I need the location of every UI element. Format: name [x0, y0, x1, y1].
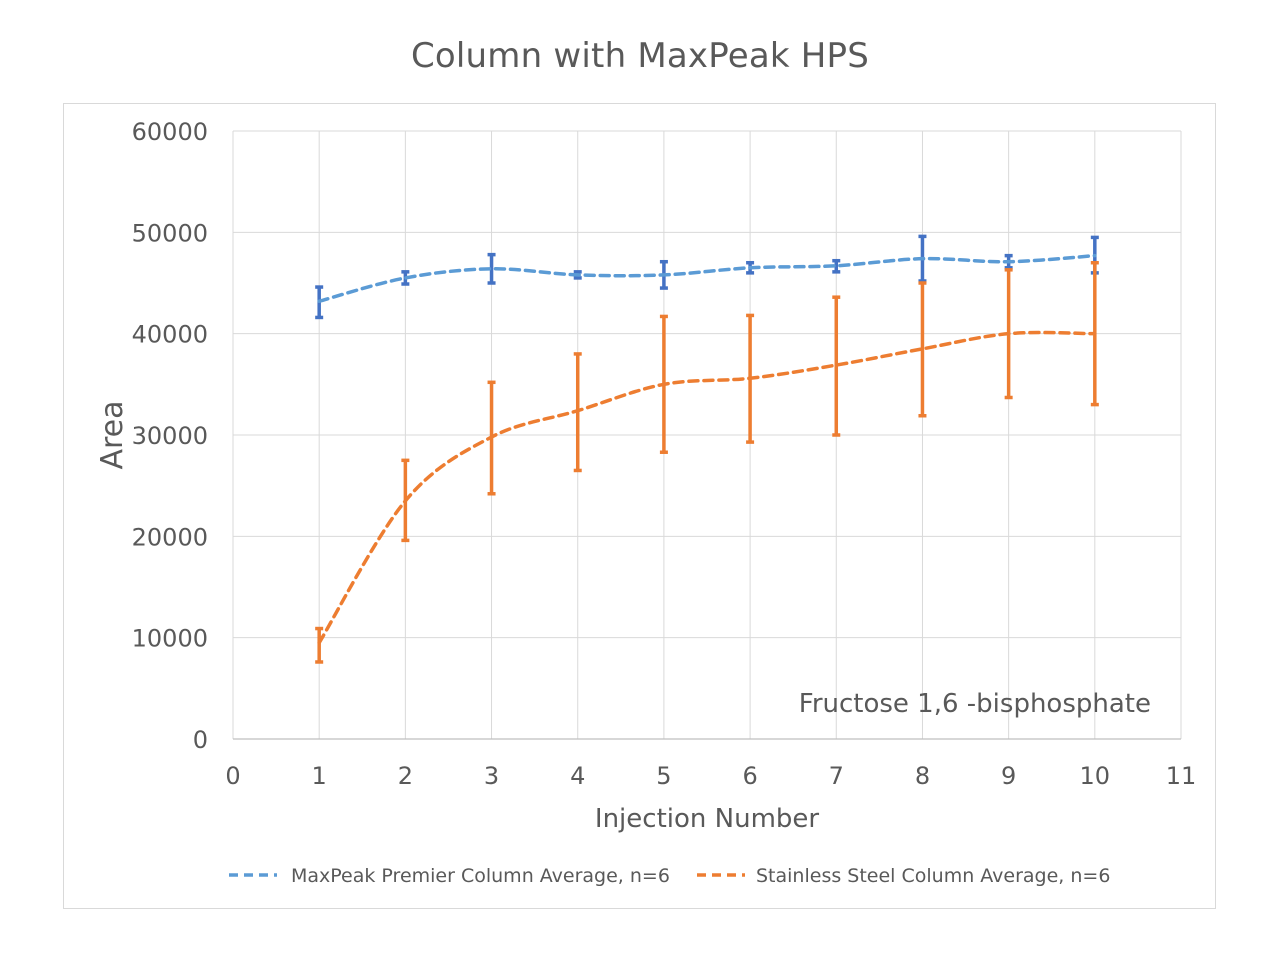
y-tick-label: 30000	[132, 422, 208, 450]
x-tick-label: 3	[484, 762, 499, 790]
chart-frame	[63, 103, 1216, 909]
x-tick-label: 2	[398, 762, 413, 790]
x-tick-label: 5	[656, 762, 671, 790]
legend-item-2: Stainless Steel Column Average, n=6	[697, 865, 1110, 887]
x-tick-label: 0	[225, 762, 240, 790]
legend-label: MaxPeak Premier Column Average, n=6	[291, 865, 670, 887]
series-2	[315, 260, 1099, 664]
series-layer	[315, 234, 1099, 664]
x-tick-label: 6	[742, 762, 757, 790]
y-tick-label: 20000	[132, 523, 208, 551]
x-tick-label: 8	[915, 762, 930, 790]
x-tick-label: 9	[1001, 762, 1016, 790]
chart-title: Column with MaxPeak HPS	[410, 36, 870, 76]
legend-item-1: MaxPeak Premier Column Average, n=6	[229, 865, 670, 887]
chart-annotation: Fructose 1,6 -bisphosphate	[799, 689, 1151, 719]
series-line	[317, 330, 1097, 645]
y-tick-label: 0	[193, 726, 208, 754]
legend: MaxPeak Premier Column Average, n=6 Stain…	[229, 865, 1110, 887]
series-1	[315, 234, 1099, 320]
y-tick-label: 50000	[132, 219, 208, 247]
y-tick-label: 10000	[132, 625, 208, 653]
grid-layer	[232, 130, 1182, 740]
x-tick-label: 7	[829, 762, 844, 790]
x-tick-label: 4	[570, 762, 585, 790]
y-tick-label: 60000	[132, 118, 208, 146]
legend-label: Stainless Steel Column Average, n=6	[756, 865, 1110, 887]
axis-layer: 0 10000 20000 30000 40000 50000 60000 0 1 2 3 4 5 6 7 8…	[132, 118, 1197, 790]
x-tick-label: 10	[1080, 762, 1111, 790]
y-axis-label: Area	[95, 400, 130, 469]
x-tick-label: 1	[312, 762, 327, 790]
y-tick-label: 40000	[132, 321, 208, 349]
x-tick-label: 11	[1166, 762, 1197, 790]
x-axis-label: Injection Number	[595, 804, 819, 834]
series-line	[317, 253, 1097, 303]
